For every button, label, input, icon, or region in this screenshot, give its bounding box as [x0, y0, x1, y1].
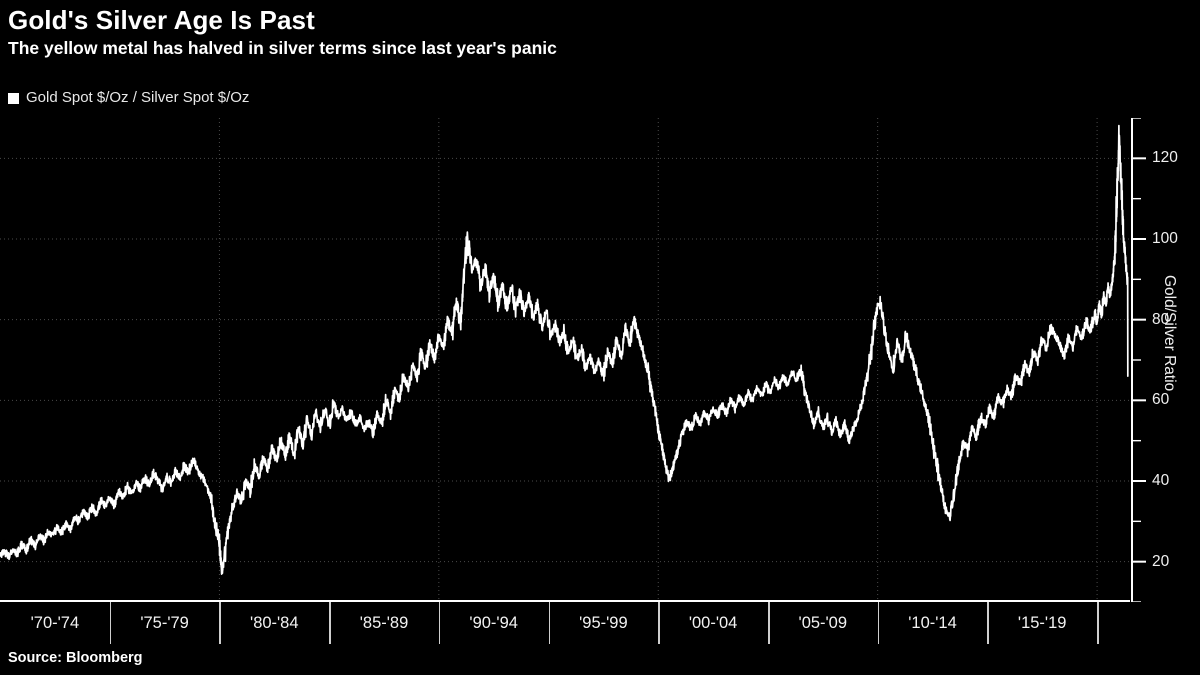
x-axis-tick-label: '80-'84 [250, 614, 299, 632]
x-axis-tick-label: '15-'19 [1017, 614, 1067, 632]
ratio-line-chart [0, 118, 1130, 602]
x-axis-tick-label: '70-'74 [30, 614, 80, 632]
x-axis-separator [768, 602, 770, 644]
x-axis-separator [1097, 602, 1099, 644]
y-axis-tick-label: 120 [1152, 149, 1178, 167]
x-axis-tick-label: '90-'94 [469, 614, 518, 632]
x-axis-tick-label: '05-'09 [798, 614, 848, 632]
y-axis-tick-label: 60 [1152, 391, 1170, 409]
y-axis: 20 40 60 80 100 120 [1130, 117, 1200, 603]
x-axis: '70-'74 '75-'79 '80-'84 '85-'89 '90-'94 '95-'… [0, 600, 1130, 644]
legend-swatch-icon [8, 92, 19, 104]
y-axis-ticks [1131, 117, 1146, 603]
y-axis-tick-label: 100 [1152, 230, 1178, 247]
x-axis-separator [877, 602, 880, 644]
source-note: Source: Bloomberg [8, 650, 143, 666]
x-axis-tick-label: '75-'79 [140, 614, 189, 632]
x-axis-tick-label: '85-'89 [359, 614, 409, 632]
x-axis-separator [438, 602, 441, 644]
page-title: Gold's Silver Age Is Past [8, 5, 315, 35]
series-line-gold-silver-ratio [0, 124, 1129, 575]
x-axis-separator [219, 602, 221, 644]
x-axis-separator [109, 602, 112, 644]
x-axis-separator [987, 602, 989, 644]
chart-subtitle: The yellow metal has halved in silver te… [8, 38, 557, 58]
chart-legend: Gold Spot $/Oz / Silver Spot $/Oz [8, 89, 249, 107]
y-axis-tick-label: 40 [1152, 472, 1170, 489]
plot-area [0, 118, 1130, 602]
x-axis-tick-label: '95-'99 [579, 614, 628, 632]
x-axis-line [0, 600, 1130, 602]
chart-header: Gold's Silver Age Is Past The yellow met… [8, 4, 1192, 60]
x-axis-separator [329, 602, 331, 644]
x-axis-separator [548, 602, 551, 644]
x-axis-tick-label: '10-'14 [908, 614, 957, 632]
y-axis-tick-label: 20 [1152, 552, 1170, 570]
y-axis-tick-label: 80 [1152, 310, 1170, 328]
gridlines-vertical [218, 118, 1098, 602]
x-axis-separator [658, 602, 660, 644]
legend-series-label: Gold Spot $/Oz / Silver Spot $/Oz [26, 89, 250, 106]
x-axis-tick-label: '00-'04 [688, 614, 738, 632]
y-axis-title: Gold/Silver Ratio [1161, 275, 1178, 392]
gridlines-horizontal [0, 157, 1130, 563]
